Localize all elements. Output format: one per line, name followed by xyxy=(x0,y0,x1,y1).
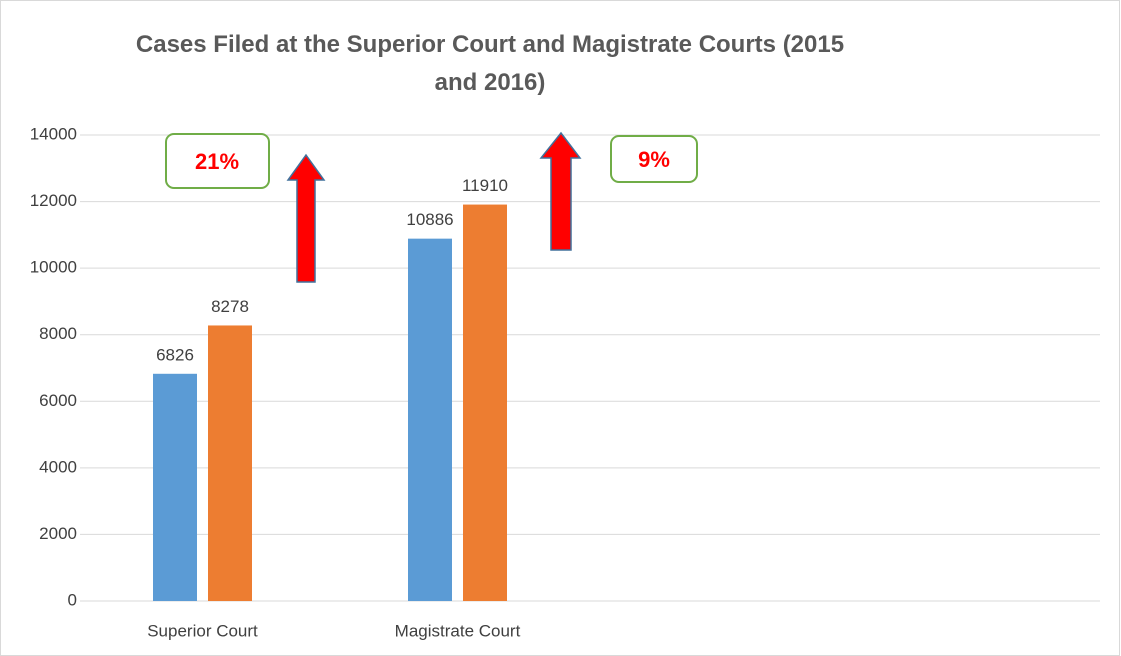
x-tick-label: Superior Court xyxy=(147,621,258,640)
annotation: 9% xyxy=(638,147,670,172)
data-label: 11910 xyxy=(462,176,508,195)
y-tick-label: 8000 xyxy=(39,324,77,343)
bar xyxy=(463,204,507,601)
annotation-box xyxy=(165,133,270,189)
arrow xyxy=(286,153,326,283)
data-label: 6826 xyxy=(156,345,194,364)
y-tick-label: 12000 xyxy=(30,191,77,210)
y-tick-label: 10000 xyxy=(30,258,77,277)
bar xyxy=(153,373,197,601)
x-tick-label: Magistrate Court xyxy=(395,621,521,640)
y-tick-label: 4000 xyxy=(39,457,77,476)
y-tick-label: 2000 xyxy=(39,524,77,543)
annotation-box xyxy=(610,135,698,183)
chart-title: Cases Filed at the Superior Court and Ma… xyxy=(135,31,845,96)
bar xyxy=(408,238,452,601)
arrow xyxy=(539,131,582,251)
y-tick-label: 0 xyxy=(68,590,77,609)
annotation: 21% xyxy=(195,149,239,174)
data-label: 8278 xyxy=(211,297,249,316)
y-tick-label: 14000 xyxy=(30,124,77,143)
y-tick-label: 6000 xyxy=(39,391,77,410)
bar xyxy=(208,325,252,601)
data-label: 10886 xyxy=(406,210,453,229)
